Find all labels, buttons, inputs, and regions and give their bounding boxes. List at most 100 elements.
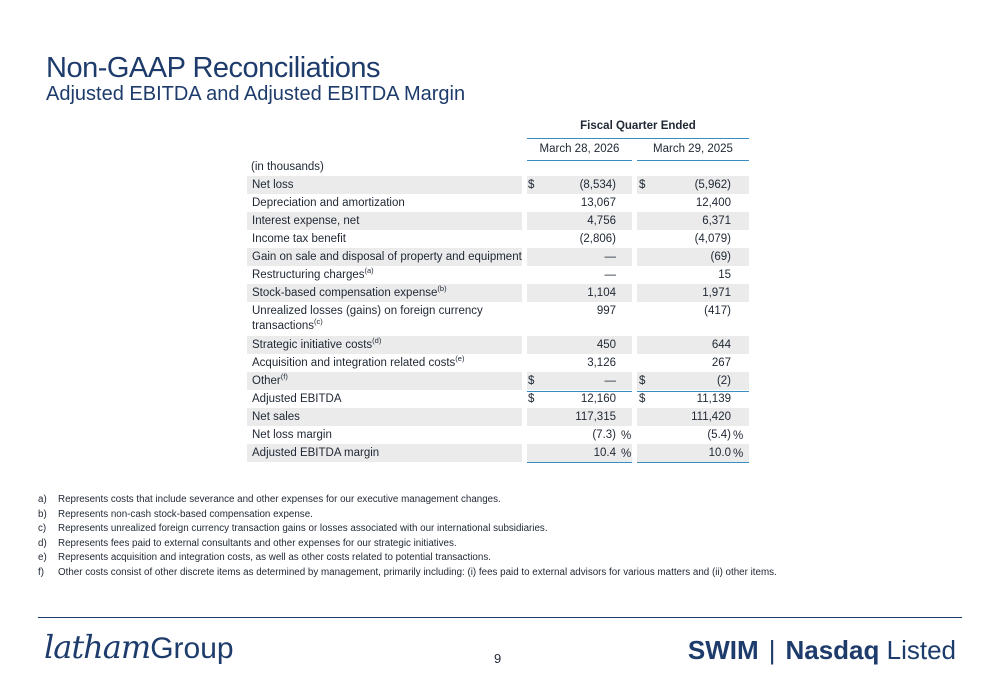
value-2025: (2)	[716, 375, 731, 387]
footnote-key: a)	[38, 494, 47, 505]
footnote-text: Represents fees paid to external consult…	[58, 537, 457, 549]
value-2026: 3,126	[587, 357, 616, 369]
value-2025: (417)	[704, 305, 731, 317]
currency-symbol: $	[639, 375, 646, 387]
footnote-ref: (d)	[372, 336, 382, 345]
value-2026: —	[604, 375, 617, 387]
footnote-text: Represents unrealized foreign currency t…	[58, 523, 548, 534]
column-header-rule-2025	[637, 160, 749, 161]
row-label: Stock-based compensation expense(b)	[252, 284, 447, 299]
table-row: Adjusted EBITDA margin 10.4 10.0%%	[247, 444, 749, 462]
value-2026: —	[604, 251, 617, 263]
table-row: Income tax benefit (2,806) (4,079)	[247, 230, 749, 248]
latham-group-logo: lathamGroup	[44, 628, 234, 666]
percent-sign: %	[733, 430, 744, 442]
table-row: Interest expense, net 4,756 6,371	[247, 212, 749, 230]
row-label: Strategic initiative costs(d)	[252, 336, 382, 351]
currency-symbol: $	[528, 393, 535, 405]
row-label: Gain on sale and disposal of property an…	[252, 251, 522, 263]
column-header-2025: March 29, 2025	[653, 143, 733, 155]
row-label: Restructuring charges(a)	[252, 266, 374, 281]
footnote-key: e)	[38, 552, 47, 563]
value-2026: 10.4	[593, 447, 616, 459]
logo-word: Group	[150, 632, 234, 665]
table-row: Net sales 117,315 111,420	[247, 408, 749, 426]
row-label: Net sales	[252, 411, 300, 423]
value-2025: (69)	[710, 251, 731, 263]
value-2025: (5,962)	[694, 179, 731, 191]
row-label: Unrealized losses (gains) on foreign cur…	[252, 305, 483, 332]
value-2026: (7.3)	[592, 429, 616, 441]
exchange-listed: Listed	[886, 635, 956, 665]
row-label: Net loss	[252, 179, 294, 191]
value-2025: 15	[718, 269, 731, 281]
group-header: Fiscal Quarter Ended	[580, 120, 696, 132]
value-2026: 997	[596, 305, 616, 317]
value-2026: 450	[596, 339, 616, 351]
footnote-key: d)	[38, 537, 47, 549]
ticker-badge: SWIM | Nasdaq Listed	[688, 635, 956, 666]
table-row: Acquisition and integration related cost…	[247, 354, 749, 372]
table-row: Strategic initiative costs(d) 450 644	[247, 336, 749, 354]
footnote-text: Other costs consist of other discrete it…	[58, 566, 777, 578]
total-underline	[527, 391, 632, 392]
value-2025: 267	[711, 357, 731, 369]
table-row: Gain on sale and disposal of property an…	[247, 248, 749, 266]
value-2025: 12,400	[695, 197, 731, 209]
value-2025: 11,139	[696, 393, 731, 405]
percent-sign: %	[621, 430, 632, 442]
table-row: Net loss margin (7.3) (5.4)%%	[247, 426, 749, 444]
percent-sign: %	[733, 448, 744, 460]
footnote-ref: (b)	[437, 284, 447, 293]
value-2026: 4,756	[587, 215, 616, 227]
table-row: Net loss $ (8,534) $ (5,962)	[247, 176, 749, 194]
table-row: Restructuring charges(a) — 15	[247, 266, 749, 284]
table-row: Adjusted EBITDA $12,160 $11,139	[247, 390, 749, 408]
row-label: Adjusted EBITDA	[252, 393, 342, 405]
currency-symbol: $	[639, 393, 646, 405]
page-subtitle: Adjusted EBITDA and Adjusted EBITDA Marg…	[46, 83, 466, 105]
exchange-name: Nasdaq	[785, 635, 880, 665]
percent-sign: %	[621, 448, 632, 460]
value-2026: —	[604, 269, 617, 281]
footnote-ref: (e)	[455, 354, 465, 363]
logo-script: latham	[44, 628, 151, 666]
table-row: Unrealized losses (gains) on foreign cur…	[247, 302, 749, 336]
row-label: Adjusted EBITDA margin	[252, 447, 380, 459]
row-label: Acquisition and integration related cost…	[252, 354, 465, 369]
footnote-text: Represents non-cash stock-based compensa…	[58, 508, 313, 520]
footnote-ref: (a)	[364, 266, 374, 275]
table-row: Stock-based compensation expense(b) 1,104…	[247, 284, 749, 302]
row-label: Income tax benefit	[252, 233, 346, 245]
footnote-text: Represents costs that include severance …	[58, 494, 501, 505]
value-2026: (8,534)	[579, 179, 616, 191]
value-2025: 1,971	[702, 287, 731, 299]
currency-symbol: $	[528, 375, 535, 387]
footnote-key: b)	[38, 508, 47, 520]
value-2025: 10.0	[708, 447, 731, 459]
group-header-rule	[527, 138, 749, 139]
footnote-key: c)	[38, 523, 47, 534]
value-2025: 111,420	[691, 411, 731, 423]
value-2025: (5.4)	[707, 429, 731, 441]
value-2025: (4,079)	[694, 233, 731, 245]
ticker-separator: |	[768, 635, 776, 665]
footer-divider	[38, 617, 962, 618]
value-2026: 1,104	[587, 287, 616, 299]
row-label: Interest expense, net	[252, 215, 360, 227]
row-label: Other(f)	[252, 372, 288, 387]
units-label: (in thousands)	[251, 161, 324, 173]
total-underline	[637, 391, 749, 392]
currency-symbol: $	[639, 179, 646, 191]
column-header-rule-2026	[527, 160, 632, 161]
column-header-2026: March 28, 2026	[539, 143, 620, 155]
value-2026: 13,067	[580, 197, 616, 209]
footnote-ref: (f)	[280, 372, 288, 381]
value-2025: 644	[711, 339, 731, 351]
footnote-key: f)	[38, 566, 44, 578]
value-2025: 6,371	[702, 215, 731, 227]
row-label: Net loss margin	[252, 429, 332, 441]
table-row: Other(f) $ — $ (2)	[247, 372, 749, 390]
page-title: Non-GAAP Reconciliations	[46, 52, 381, 84]
page-number: 9	[494, 651, 502, 666]
